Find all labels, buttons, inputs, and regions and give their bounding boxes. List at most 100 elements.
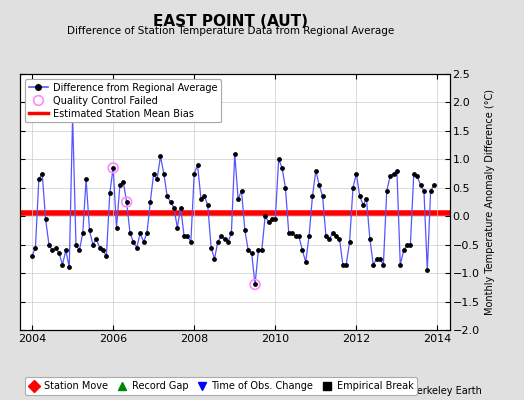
Point <box>156 153 165 160</box>
Point <box>109 165 117 171</box>
Point <box>291 233 300 239</box>
Point <box>75 247 83 254</box>
Point <box>322 233 330 239</box>
Point <box>403 242 411 248</box>
Point <box>427 188 435 194</box>
Point <box>203 202 212 208</box>
Y-axis label: Monthly Temperature Anomaly Difference (°C): Monthly Temperature Anomaly Difference (… <box>485 89 495 315</box>
Point <box>417 182 425 188</box>
Point <box>342 261 351 268</box>
Point <box>177 204 185 211</box>
Point <box>197 196 205 202</box>
Point <box>69 114 77 120</box>
Point <box>339 261 347 268</box>
Point <box>183 233 192 239</box>
Point <box>153 176 161 182</box>
Point <box>379 261 388 268</box>
Point <box>312 168 320 174</box>
Point <box>41 216 50 222</box>
Point <box>423 267 431 274</box>
Point <box>325 236 333 242</box>
Point <box>28 253 36 259</box>
Point <box>366 236 374 242</box>
Point <box>193 162 202 168</box>
Point <box>389 170 398 177</box>
Point <box>278 165 286 171</box>
Point <box>149 170 158 177</box>
Point <box>180 233 188 239</box>
Point <box>301 258 310 265</box>
Point <box>92 236 101 242</box>
Point <box>396 261 405 268</box>
Point <box>268 216 276 222</box>
Point <box>332 233 340 239</box>
Legend: Station Move, Record Gap, Time of Obs. Change, Empirical Break: Station Move, Record Gap, Time of Obs. C… <box>25 377 417 395</box>
Point <box>241 227 249 234</box>
Point <box>112 224 121 231</box>
Point <box>167 199 175 205</box>
Point <box>170 204 178 211</box>
Point <box>48 247 57 254</box>
Point <box>373 256 381 262</box>
Point <box>392 168 401 174</box>
Point <box>160 170 168 177</box>
Point <box>210 256 219 262</box>
Point <box>413 173 421 180</box>
Point <box>298 247 307 254</box>
Point <box>58 261 67 268</box>
Point <box>72 242 80 248</box>
Point <box>264 219 272 225</box>
Point <box>288 230 297 236</box>
Point <box>251 281 259 288</box>
Point <box>69 114 77 120</box>
Point <box>85 227 94 234</box>
Point <box>335 236 344 242</box>
Point <box>319 193 327 200</box>
Point <box>45 242 53 248</box>
Point <box>173 224 181 231</box>
Point <box>224 239 232 245</box>
Point <box>254 247 263 254</box>
Point <box>126 230 134 236</box>
Point <box>376 256 384 262</box>
Point <box>139 239 148 245</box>
Point <box>136 230 145 236</box>
Point <box>281 184 290 191</box>
Point <box>123 199 131 205</box>
Point <box>82 176 90 182</box>
Point <box>258 247 266 254</box>
Point <box>143 230 151 236</box>
Point <box>99 247 107 254</box>
Point <box>51 244 60 251</box>
Point <box>359 202 367 208</box>
Point <box>234 196 242 202</box>
Point <box>329 230 337 236</box>
Point <box>123 199 131 205</box>
Point <box>271 216 279 222</box>
Point <box>35 176 43 182</box>
Point <box>305 233 313 239</box>
Point <box>129 239 138 245</box>
Point <box>369 261 377 268</box>
Point <box>275 156 283 162</box>
Point <box>106 190 114 197</box>
Point <box>217 233 225 239</box>
Point <box>247 250 256 256</box>
Point <box>214 239 222 245</box>
Point <box>62 247 70 254</box>
Point <box>163 193 171 200</box>
Point <box>89 242 97 248</box>
Point <box>383 188 391 194</box>
Point <box>386 173 395 180</box>
Point <box>119 179 127 185</box>
Point <box>294 233 303 239</box>
Text: Berkeley Earth: Berkeley Earth <box>410 386 482 396</box>
Point <box>349 184 357 191</box>
Point <box>352 170 361 177</box>
Point <box>420 188 428 194</box>
Point <box>95 244 104 251</box>
Point <box>399 247 408 254</box>
Point <box>227 230 236 236</box>
Point <box>31 244 40 251</box>
Point <box>200 193 209 200</box>
